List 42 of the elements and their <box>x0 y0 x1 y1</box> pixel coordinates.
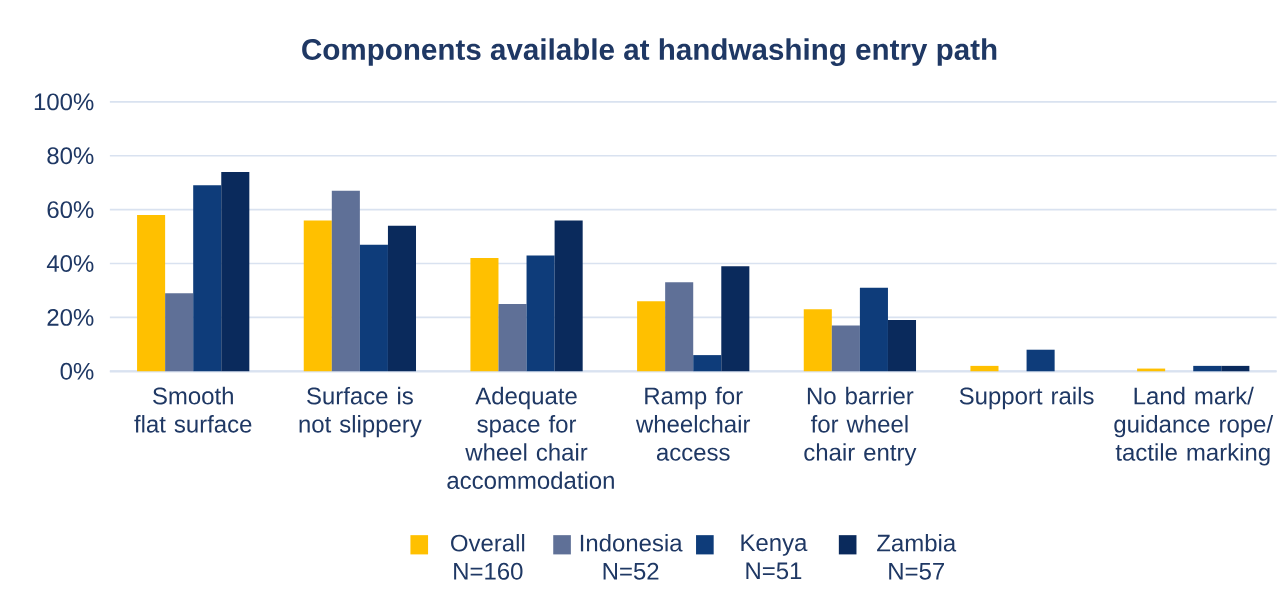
bar <box>303 220 332 372</box>
bar <box>637 301 666 372</box>
bar <box>1221 365 1250 372</box>
bar <box>498 303 527 372</box>
x-tick-label: Support rails <box>959 386 1094 409</box>
bar <box>859 287 888 372</box>
legend-label: Kenya N=51 <box>741 534 808 580</box>
bar <box>831 325 860 372</box>
bar <box>803 309 832 372</box>
bar <box>165 292 194 372</box>
legend-label: Overall N=160 <box>451 533 525 580</box>
bar <box>526 255 555 372</box>
bar <box>137 214 166 372</box>
x-tick-label: Land mark/ guidance rope/ tactile marking <box>1114 386 1274 466</box>
bar <box>721 265 750 372</box>
y-tick-label: 100% <box>34 93 94 111</box>
bar <box>887 319 917 372</box>
x-tick-label: Smooth flat surface <box>134 386 252 433</box>
bar <box>665 282 694 372</box>
bar <box>359 244 388 372</box>
bar <box>221 171 250 372</box>
bar <box>387 225 417 372</box>
x-tick-label: Adequate space for wheel chair accommodation <box>447 386 614 489</box>
bar <box>1026 349 1055 372</box>
bar <box>970 365 999 372</box>
y-tick-label: 60% <box>47 200 94 218</box>
bar <box>470 257 499 372</box>
bar <box>693 354 722 372</box>
bar <box>193 185 222 372</box>
x-tick-label: Ramp for wheelchair access <box>635 386 751 461</box>
legend-label: Indonesia N=52 <box>580 533 683 580</box>
bar <box>554 220 583 372</box>
y-tick-label: 20% <box>47 308 94 326</box>
legend-label: Zambia N=57 <box>877 533 957 580</box>
bar <box>1193 365 1222 372</box>
bar <box>331 190 360 372</box>
chart-title: Components available at handwashing entry path <box>302 38 997 66</box>
y-tick-label: 40% <box>46 254 94 272</box>
x-tick-label: Surface is not slippery <box>299 386 422 438</box>
y-tick-label: 80% <box>47 147 94 164</box>
y-tick-label: 0% <box>60 362 94 380</box>
x-tick-label: No barrier for wheel chair entry <box>804 386 917 466</box>
